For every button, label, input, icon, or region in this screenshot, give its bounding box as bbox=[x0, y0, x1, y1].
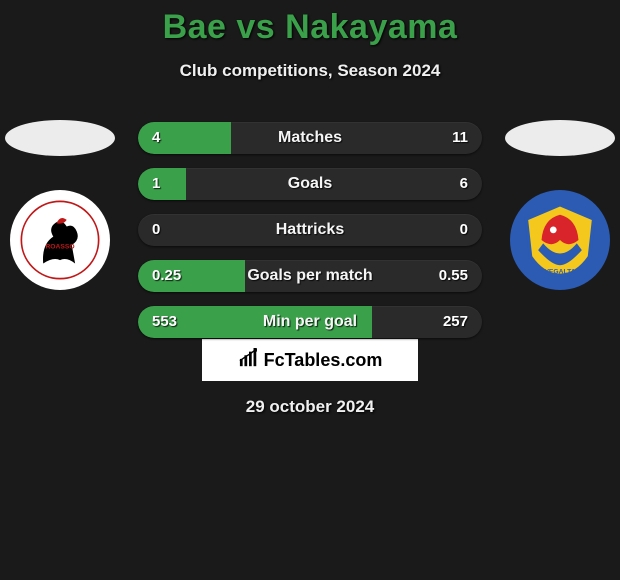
date-text: 29 october 2024 bbox=[0, 397, 620, 417]
team-crest-right: VEGALTA bbox=[510, 190, 610, 290]
stat-label: Min per goal bbox=[138, 306, 482, 338]
stat-row: 553257Min per goal bbox=[138, 306, 482, 338]
stat-row: 0.250.55Goals per match bbox=[138, 260, 482, 292]
svg-text:ROASSO: ROASSO bbox=[45, 243, 74, 250]
roasso-crest-icon: ROASSO bbox=[18, 198, 102, 282]
page-subtitle: Club competitions, Season 2024 bbox=[0, 61, 620, 81]
stat-row: 411Matches bbox=[138, 122, 482, 154]
stat-row: 00Hattricks bbox=[138, 214, 482, 246]
team-crest-left: ROASSO bbox=[10, 190, 110, 290]
player-photo-left bbox=[5, 120, 115, 156]
svg-text:VEGALTA: VEGALTA bbox=[544, 269, 575, 276]
stat-label: Goals bbox=[138, 168, 482, 200]
stat-row: 16Goals bbox=[138, 168, 482, 200]
stat-label: Goals per match bbox=[138, 260, 482, 292]
brand-text: FcTables.com bbox=[264, 350, 383, 371]
stat-label: Hattricks bbox=[138, 214, 482, 246]
stats-panel: 411Matches 16Goals 00Hattricks 0.250.55Goal… bbox=[138, 122, 482, 352]
page-title: Bae vs Nakayama bbox=[0, 8, 620, 47]
stat-label: Matches bbox=[138, 122, 482, 154]
player-photo-right bbox=[505, 120, 615, 156]
vegalta-crest-icon: VEGALTA bbox=[518, 198, 602, 282]
